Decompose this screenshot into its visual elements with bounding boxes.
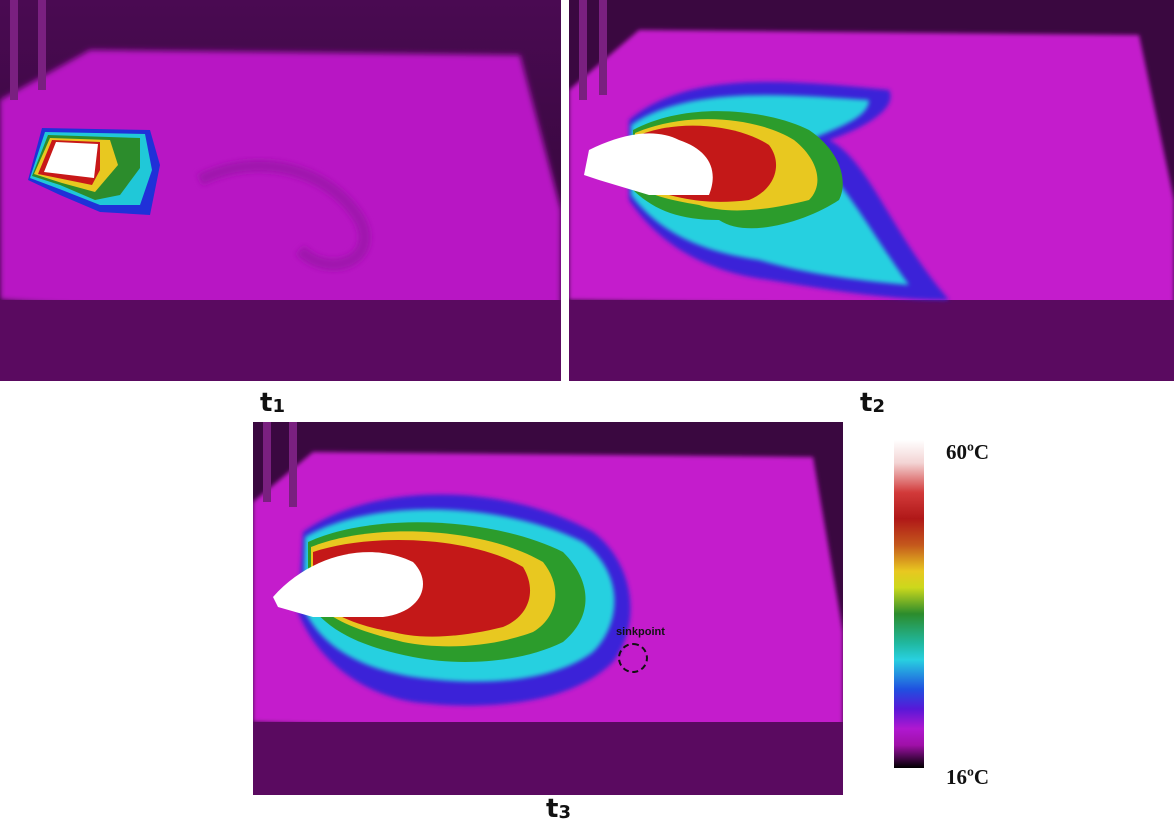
thermal-image-t3 [253, 422, 843, 795]
temperature-colorbar [894, 440, 924, 768]
colorbar-max-label: 60ºC [946, 440, 990, 464]
thermal-image-t1 [0, 0, 561, 381]
label-t3: t3 [546, 794, 571, 824]
sinkpoint-marker [618, 643, 648, 673]
sinkpoint-label: sinkpoint [616, 626, 665, 638]
label-t2: t2 [860, 388, 885, 418]
colorbar-min-label: 16ºC [946, 765, 990, 789]
thermal-image-t2 [569, 0, 1174, 381]
label-t1: t1 [260, 388, 285, 418]
